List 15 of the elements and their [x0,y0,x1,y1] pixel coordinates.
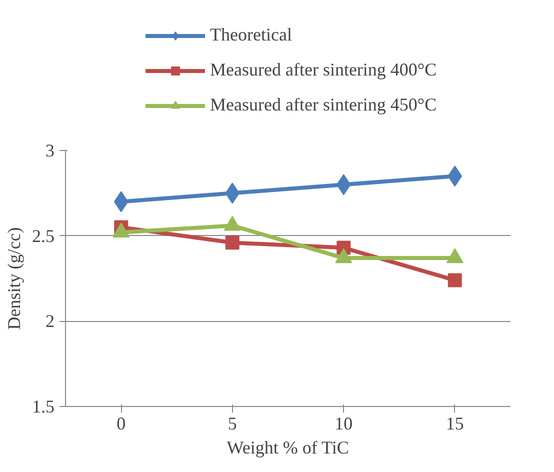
point [448,273,462,288]
x-axis-title: Weight % of TiC [226,438,349,458]
y-tick-label: 3 [46,140,54,160]
legend-label: Measured after sintering 450°C [210,94,437,116]
y-tick-label: 2.5 [32,226,54,246]
y-tick-label: 1.5 [32,396,54,416]
x-tick-label: 15 [446,414,464,434]
x-tick-label: 0 [116,414,126,434]
legend-label: Measured after sintering 400°C [210,60,437,80]
y-axis-title: Density (g/cc) [4,227,24,330]
x-tick-label: 5 [228,414,237,434]
x-tick-label: 10 [334,414,353,434]
point [225,236,240,250]
legend-label: Theoretical [210,24,292,46]
y-tick-label: 2 [46,311,54,332]
